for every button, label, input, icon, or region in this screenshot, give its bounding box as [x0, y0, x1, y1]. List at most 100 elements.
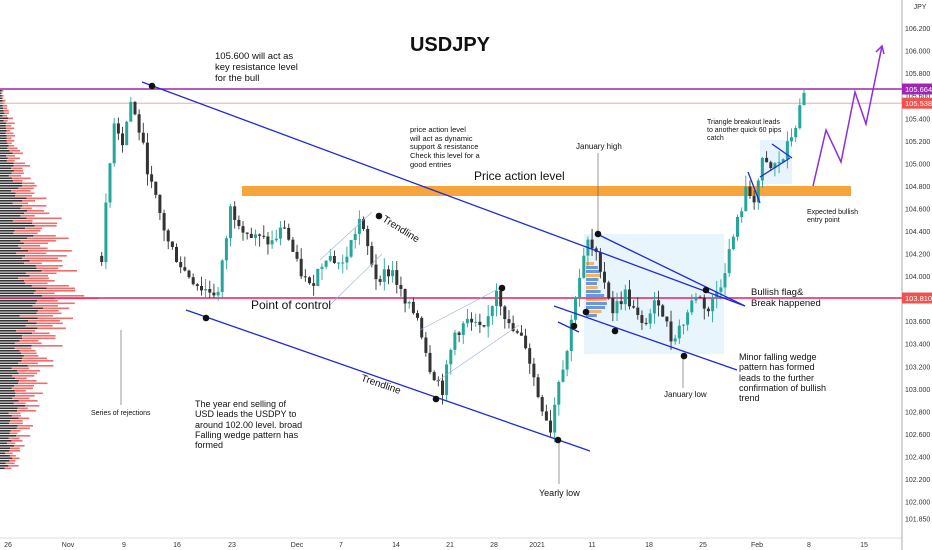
- candle-body: [453, 332, 457, 350]
- volume-bar-up: [17, 425, 33, 427]
- volume-bar-down: [0, 457, 13, 460]
- volume-bar-down: [0, 342, 15, 345]
- candle-body: [216, 291, 220, 296]
- jan-wedge-lower-ext: [557, 321, 580, 333]
- volume-bar-down: [0, 437, 9, 440]
- volume-bar-down: [0, 217, 27, 220]
- candle-body: [328, 256, 332, 261]
- volume-bar-down: [0, 135, 7, 137]
- channel-faint: [419, 287, 501, 331]
- candle-body: [133, 102, 137, 115]
- candle-body: [266, 236, 270, 245]
- volume-bar-down: [0, 435, 17, 437]
- jan-profile-bar: [586, 310, 602, 313]
- candle-body: [486, 316, 490, 327]
- candle-body: [332, 256, 336, 263]
- volume-bar-up: [4, 467, 12, 470]
- volume-bar-up: [21, 360, 54, 362]
- volume-bar-down: [0, 117, 9, 120]
- price-tick-label: 106.200: [905, 26, 930, 33]
- pivot-dot: [594, 230, 602, 238]
- volume-bar-down: [0, 172, 12, 175]
- volume-bar-down: [0, 360, 22, 362]
- volume-bar-down: [0, 295, 43, 297]
- volume-bar-up: [19, 315, 54, 317]
- candle-body: [449, 349, 453, 365]
- candle-body: [619, 301, 623, 305]
- annotation-series-of-rejections: Series of rejections: [91, 410, 151, 417]
- pivot-dot: [432, 395, 440, 403]
- candle-body: [632, 306, 636, 308]
- price-tick-label: 104.400: [905, 229, 930, 236]
- volume-bar-up: [43, 307, 70, 310]
- volume-bar-up: [10, 420, 23, 422]
- volume-bar-up: [12, 220, 33, 222]
- annotation-year-end-selling: The year end selling of USD leads the US…: [195, 399, 303, 451]
- price-tick-label: 102.000: [905, 500, 930, 507]
- volume-bar-up: [23, 242, 49, 245]
- time-tick-label: 26: [4, 542, 12, 549]
- volume-bar-down: [0, 110, 4, 112]
- volume-bar-down: [0, 107, 3, 110]
- volume-bar-up: [7, 157, 20, 160]
- price-axis[interactable]: JPY 101.850 102.000 102.200 102.400 102.600 10…: [901, 0, 932, 550]
- volume-bar-up: [6, 130, 11, 132]
- candle-body: [254, 234, 257, 238]
- volume-bar-down: [0, 462, 6, 465]
- candle-body: [628, 289, 631, 307]
- volume-bar-down: [0, 432, 10, 435]
- volume-bar-up: [10, 430, 21, 432]
- volume-bar-down: [0, 330, 17, 332]
- volume-bar-up: [5, 125, 12, 127]
- volume-bar-up: [11, 177, 31, 180]
- candle-body: [623, 289, 627, 305]
- price-tick-label: 103.000: [905, 387, 930, 394]
- volume-bar-up: [7, 142, 12, 145]
- candle-body: [706, 308, 710, 312]
- candle-body: [698, 296, 702, 298]
- volume-bar-down: [0, 175, 9, 177]
- candle-body: [100, 255, 104, 262]
- volume-bar-up: [18, 380, 37, 382]
- annotation-triangle-breakout: Triangle breakout leads to another quick…: [707, 119, 782, 143]
- candle-body: [278, 227, 282, 239]
- volume-bar-down: [0, 377, 16, 380]
- volume-bar-down: [0, 367, 12, 370]
- channel-faint: [329, 253, 383, 306]
- volume-bar-down: [0, 440, 12, 442]
- upper-trendline: [141, 81, 746, 307]
- candle-body: [648, 313, 652, 324]
- volume-bar-up: [26, 197, 47, 200]
- volume-bar-up: [1, 90, 4, 92]
- time-tick-label: Nov: [62, 542, 75, 549]
- volume-bar-up: [24, 280, 55, 282]
- volume-bar-down: [0, 92, 1, 95]
- volume-bar-down: [0, 375, 13, 377]
- volume-bar-up: [15, 377, 27, 380]
- volume-bar-up: [24, 212, 50, 215]
- volume-bar-up: [27, 237, 69, 240]
- volume-bar-up: [11, 172, 24, 175]
- volume-bar-up: [22, 200, 35, 202]
- volume-bar-down: [0, 162, 14, 165]
- candle-body: [665, 316, 669, 322]
- volume-bar-up: [36, 312, 62, 315]
- volume-bar-down: [0, 415, 12, 417]
- candle-body: [116, 123, 120, 134]
- volume-bar-down: [0, 95, 2, 97]
- volume-bar-down: [0, 305, 33, 307]
- candle-body: [411, 301, 415, 314]
- candle-body: [503, 306, 507, 320]
- time-tick-label: 11: [588, 542, 595, 549]
- volume-bar-up: [22, 205, 47, 207]
- candle-body: [233, 206, 237, 220]
- candle-body: [187, 270, 191, 278]
- time-axis[interactable]: 26 Nov 9 16 23 Dec 7 14 21 28 2021 11 18 25 Feb 8 15: [0, 537, 902, 549]
- volume-bar-down: [0, 120, 4, 122]
- volume-bar-down: [0, 280, 25, 282]
- time-tick-label: 23: [228, 542, 236, 549]
- volume-bar-down: [0, 222, 32, 225]
- volume-bar-down: [0, 242, 24, 245]
- time-tick-label: 9: [122, 542, 126, 549]
- candle-body: [108, 163, 112, 203]
